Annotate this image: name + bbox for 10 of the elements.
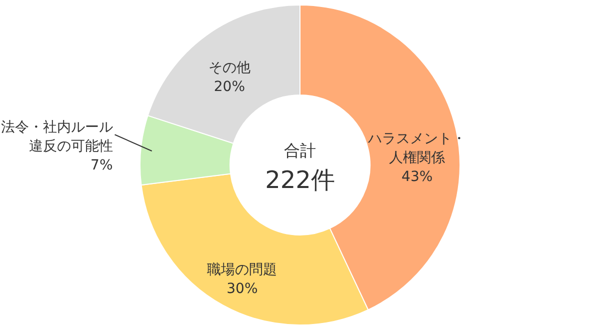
data-label: 7% <box>90 158 113 174</box>
slice-label: 法令・社内ルール違反の可能性 <box>0 120 113 155</box>
slice-label: ハラスメント・人権関係 <box>367 130 466 166</box>
data-label: 20% <box>214 78 246 95</box>
slice-label: その他 <box>208 60 250 76</box>
text: 合計 <box>284 141 316 160</box>
text: 222件 <box>265 166 335 194</box>
data-label: 43% <box>402 168 433 185</box>
data-label: 30% <box>226 281 258 298</box>
slice-label: 職場の問題 <box>207 262 278 278</box>
